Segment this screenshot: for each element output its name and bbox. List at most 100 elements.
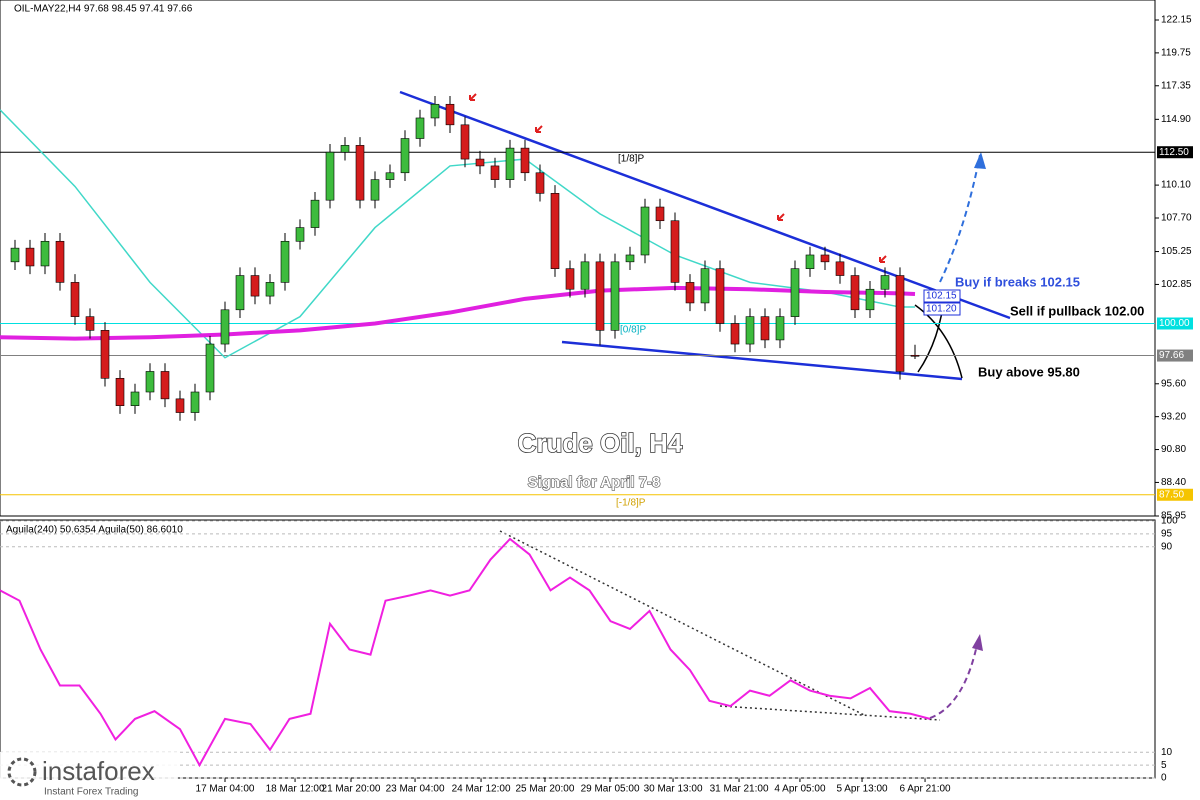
level-label: [1/8]P (618, 154, 644, 165)
level-label: [-1/8]P (616, 498, 646, 509)
candle-body (10, 247, 20, 263)
candle-body (505, 147, 515, 180)
line (0, 537, 931, 768)
candle-body (460, 124, 470, 160)
x-tick-label: 25 Mar 20:00 (515, 784, 574, 795)
candle-body (130, 391, 140, 407)
candle-body (655, 206, 665, 222)
x-tick-label: 18 Mar 12:00 (266, 784, 325, 795)
candle-body (100, 330, 110, 379)
level-box (1157, 488, 1193, 501)
candle-body (70, 282, 80, 317)
candle-body (700, 268, 710, 304)
candle-body (400, 138, 410, 174)
candle-body (370, 179, 380, 201)
y-tick-label: 110.10 (1161, 180, 1191, 191)
y-tick-label: 122.15 (1161, 15, 1192, 26)
candle-body (685, 282, 695, 304)
candle-body (265, 282, 275, 297)
candle-body (250, 275, 260, 297)
y-tick-label: 117.35 (1161, 80, 1191, 91)
x-tick-label: 5 Apr 13:00 (836, 784, 888, 795)
logo: instaforex Instant Forex Trading (0, 752, 178, 800)
candle-body (910, 354, 920, 357)
level-label: 100.00 (1159, 318, 1190, 329)
signal-text: Sell if pullback 102.00 (1010, 303, 1144, 318)
price-box (923, 289, 961, 303)
osc-header: Aguila(240) 50.6354 Aguila(50) 86.6010 (6, 525, 183, 536)
candle-body (610, 261, 620, 331)
main-frame (0, 0, 1156, 517)
candle-body (145, 371, 155, 393)
x-tick-label: 17 Mar 04:00 (196, 784, 255, 795)
candle-body (40, 240, 50, 267)
candle-body (115, 377, 125, 407)
x-tick-label: 23 Mar 04:00 (386, 784, 445, 795)
candle-body (295, 227, 305, 242)
candle-body (55, 240, 65, 283)
y-tick-label: 95.60 (1161, 378, 1186, 389)
candle-body (580, 261, 590, 290)
signal-text: Buy if breaks 102.15 (955, 274, 1080, 289)
x-tick-label: 31 Mar 21:00 (710, 784, 769, 795)
candle-body (490, 165, 500, 180)
candle-body (415, 117, 425, 139)
logo-bg (0, 752, 178, 800)
x-tick-label: 30 Mar 13:00 (644, 784, 703, 795)
candle-body (745, 316, 755, 345)
arrow (939, 154, 981, 283)
price-box-label: 102.15 (926, 291, 957, 302)
candle-body (625, 254, 635, 263)
candle-body (385, 172, 395, 180)
signal-arrow (879, 255, 887, 263)
candle-body (355, 145, 365, 201)
arrow (929, 639, 979, 719)
y-tick-label: 93.20 (1161, 411, 1186, 422)
trendline (561, 340, 963, 381)
candle-body (850, 275, 860, 311)
candle-body (520, 147, 530, 174)
candle-body (640, 206, 650, 256)
logo-tagline: Instant Forex Trading (44, 787, 139, 798)
candle-body (670, 220, 680, 283)
arrowhead (974, 152, 986, 169)
candle-body (895, 275, 905, 372)
candle-body (535, 172, 545, 194)
logo-name: instaforex (42, 756, 155, 786)
candle-body (220, 309, 230, 345)
candle-body (565, 268, 575, 290)
signal-arrow (469, 93, 477, 101)
candle-body (340, 145, 350, 153)
osc-tick-label: 100 (1161, 516, 1178, 527)
logo-icon (7, 757, 37, 787)
level-box (1157, 146, 1193, 159)
candle-body (595, 261, 605, 331)
level-label: [0/8]P (620, 325, 646, 336)
y-tick-label: 85.95 (1161, 511, 1186, 522)
candle-body (160, 371, 170, 400)
x-tick-label: 29 Mar 05:00 (581, 784, 640, 795)
level-box (1157, 349, 1193, 362)
arrow (914, 304, 963, 379)
signal-arrow (535, 125, 543, 133)
candle-body (760, 316, 770, 341)
osc-trendline (719, 705, 941, 721)
candle-body (790, 268, 800, 317)
osc-trendline (499, 530, 867, 717)
osc-tick-label: 5 (1161, 760, 1167, 771)
candle-body (805, 254, 815, 269)
candle-body (475, 158, 485, 167)
y-tick-label: 107.70 (1161, 213, 1192, 224)
osc-tick-label: 95 (1161, 528, 1173, 539)
x-tick-label: 6 Apr 21:00 (899, 784, 951, 795)
level-label: 112.50 (1159, 147, 1189, 158)
y-tick-label: 119.75 (1161, 48, 1191, 59)
arrowhead (972, 634, 983, 651)
level-box (1157, 317, 1193, 330)
signal-arrow (777, 213, 785, 221)
candle-body (550, 193, 560, 269)
y-tick-label: 114.90 (1161, 114, 1191, 125)
price-box-label: 101.20 (926, 304, 957, 315)
